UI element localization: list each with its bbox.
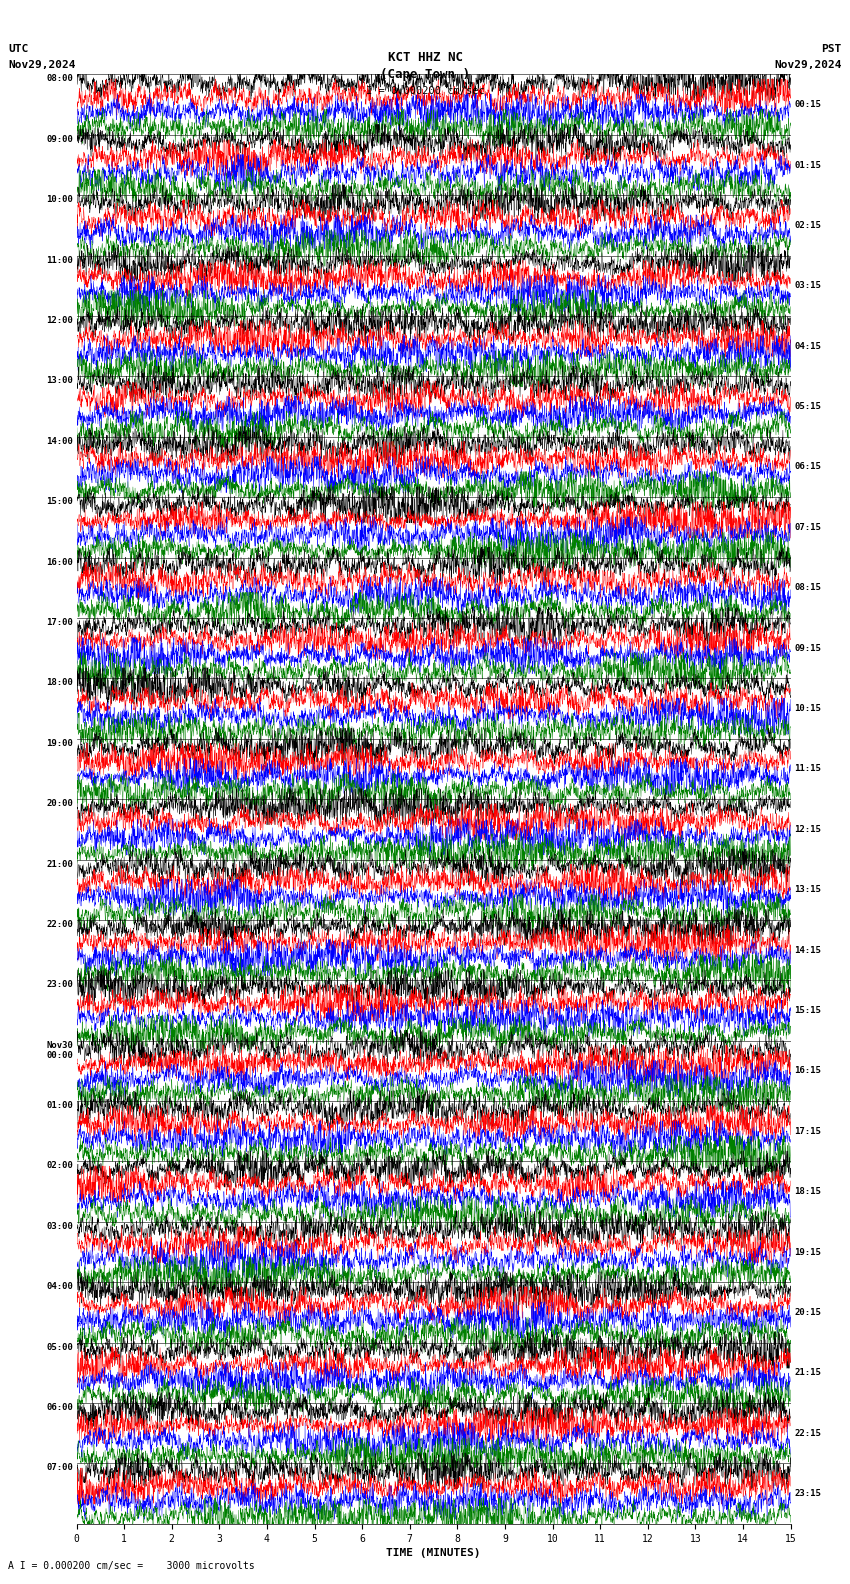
Text: 15:00: 15:00 xyxy=(46,497,73,507)
Text: 14:15: 14:15 xyxy=(794,946,821,955)
Text: I = 0.000200 cm/sec: I = 0.000200 cm/sec xyxy=(366,86,484,95)
Text: 10:15: 10:15 xyxy=(794,703,821,713)
Text: 22:15: 22:15 xyxy=(794,1429,821,1438)
Text: (Cape Town ): (Cape Town ) xyxy=(380,68,470,81)
Text: 13:00: 13:00 xyxy=(46,377,73,385)
Text: 19:15: 19:15 xyxy=(794,1248,821,1256)
Text: Nov29,2024: Nov29,2024 xyxy=(774,60,842,70)
Text: 01:15: 01:15 xyxy=(794,160,821,169)
Text: 06:15: 06:15 xyxy=(794,463,821,472)
Text: 21:15: 21:15 xyxy=(794,1369,821,1378)
Text: 22:00: 22:00 xyxy=(46,920,73,928)
Text: 18:15: 18:15 xyxy=(794,1186,821,1196)
Text: A I = 0.000200 cm/sec =    3000 microvolts: A I = 0.000200 cm/sec = 3000 microvolts xyxy=(8,1562,255,1571)
Text: 19:00: 19:00 xyxy=(46,738,73,748)
Text: 16:15: 16:15 xyxy=(794,1066,821,1076)
Text: 02:00: 02:00 xyxy=(46,1161,73,1171)
Text: 15:15: 15:15 xyxy=(794,1006,821,1015)
Text: 01:00: 01:00 xyxy=(46,1101,73,1110)
Text: 16:00: 16:00 xyxy=(46,558,73,567)
Text: 18:00: 18:00 xyxy=(46,678,73,687)
Text: 03:15: 03:15 xyxy=(794,282,821,290)
Text: 05:00: 05:00 xyxy=(46,1343,73,1351)
Text: 12:15: 12:15 xyxy=(794,825,821,833)
Text: 23:00: 23:00 xyxy=(46,980,73,990)
Text: Nov29,2024: Nov29,2024 xyxy=(8,60,76,70)
Text: 08:15: 08:15 xyxy=(794,583,821,592)
Text: 23:15: 23:15 xyxy=(794,1489,821,1498)
Text: 08:00: 08:00 xyxy=(46,74,73,84)
Text: 02:15: 02:15 xyxy=(794,220,821,230)
Text: 03:00: 03:00 xyxy=(46,1221,73,1231)
Text: 06:00: 06:00 xyxy=(46,1403,73,1411)
Text: 20:15: 20:15 xyxy=(794,1308,821,1316)
Text: 04:00: 04:00 xyxy=(46,1281,73,1291)
Text: 09:00: 09:00 xyxy=(46,135,73,144)
Text: 14:00: 14:00 xyxy=(46,437,73,445)
Text: UTC: UTC xyxy=(8,44,29,54)
Text: 05:15: 05:15 xyxy=(794,402,821,412)
Text: KCT HHZ NC: KCT HHZ NC xyxy=(388,51,462,63)
Text: 04:15: 04:15 xyxy=(794,342,821,350)
Text: 00:15: 00:15 xyxy=(794,100,821,109)
Text: 11:15: 11:15 xyxy=(794,765,821,773)
Text: 07:00: 07:00 xyxy=(46,1464,73,1473)
Text: 10:00: 10:00 xyxy=(46,195,73,204)
Text: 17:15: 17:15 xyxy=(794,1126,821,1136)
X-axis label: TIME (MINUTES): TIME (MINUTES) xyxy=(386,1548,481,1557)
Text: Nov30
00:00: Nov30 00:00 xyxy=(46,1041,73,1060)
Text: 12:00: 12:00 xyxy=(46,315,73,325)
Text: 17:00: 17:00 xyxy=(46,618,73,627)
Text: 21:00: 21:00 xyxy=(46,860,73,868)
Text: 11:00: 11:00 xyxy=(46,255,73,265)
Text: 07:15: 07:15 xyxy=(794,523,821,532)
Text: 20:00: 20:00 xyxy=(46,798,73,808)
Text: 13:15: 13:15 xyxy=(794,885,821,895)
Text: 09:15: 09:15 xyxy=(794,643,821,653)
Text: PST: PST xyxy=(821,44,842,54)
